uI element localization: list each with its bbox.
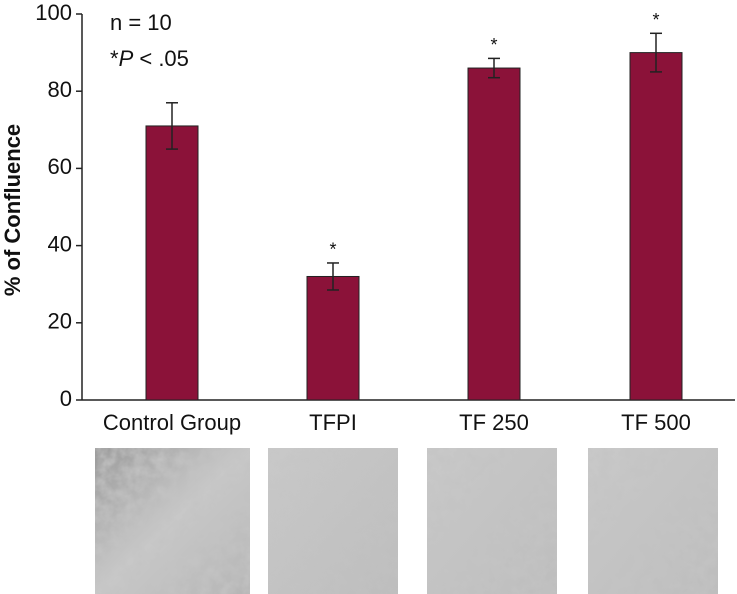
annotation-part: P: [119, 46, 134, 71]
bar: [467, 67, 521, 401]
image-texture: [427, 448, 557, 594]
y-tick-label: 100: [35, 0, 72, 25]
x-tick-label: TF 250: [459, 410, 529, 435]
y-axis-label: % of Confluence: [0, 124, 25, 296]
microscopy-images: [95, 448, 718, 594]
significance-marker: *: [329, 240, 336, 260]
annotation: *P < .05: [110, 46, 189, 71]
annotation-part: *: [110, 46, 119, 71]
x-tick-label: TF 500: [621, 410, 691, 435]
image-texture: [588, 448, 718, 594]
y-tick-label: 60: [48, 154, 72, 179]
significance-marker: *: [652, 10, 659, 30]
significance-marker: *: [490, 35, 497, 55]
y-tick-label: 0: [60, 386, 72, 411]
x-tick-label: Control Group: [103, 410, 241, 435]
image-texture: [95, 448, 250, 594]
y-tick-label: 20: [48, 309, 72, 334]
y-tick-label: 40: [48, 231, 72, 256]
bar: [629, 52, 683, 401]
x-tick-label: TFPI: [309, 410, 357, 435]
bar: [145, 125, 199, 401]
image-texture: [268, 448, 398, 594]
annotation: n = 10: [110, 10, 172, 35]
bar: [306, 275, 360, 401]
annotation-part: < .05: [133, 46, 189, 71]
y-tick-label: 80: [48, 77, 72, 102]
